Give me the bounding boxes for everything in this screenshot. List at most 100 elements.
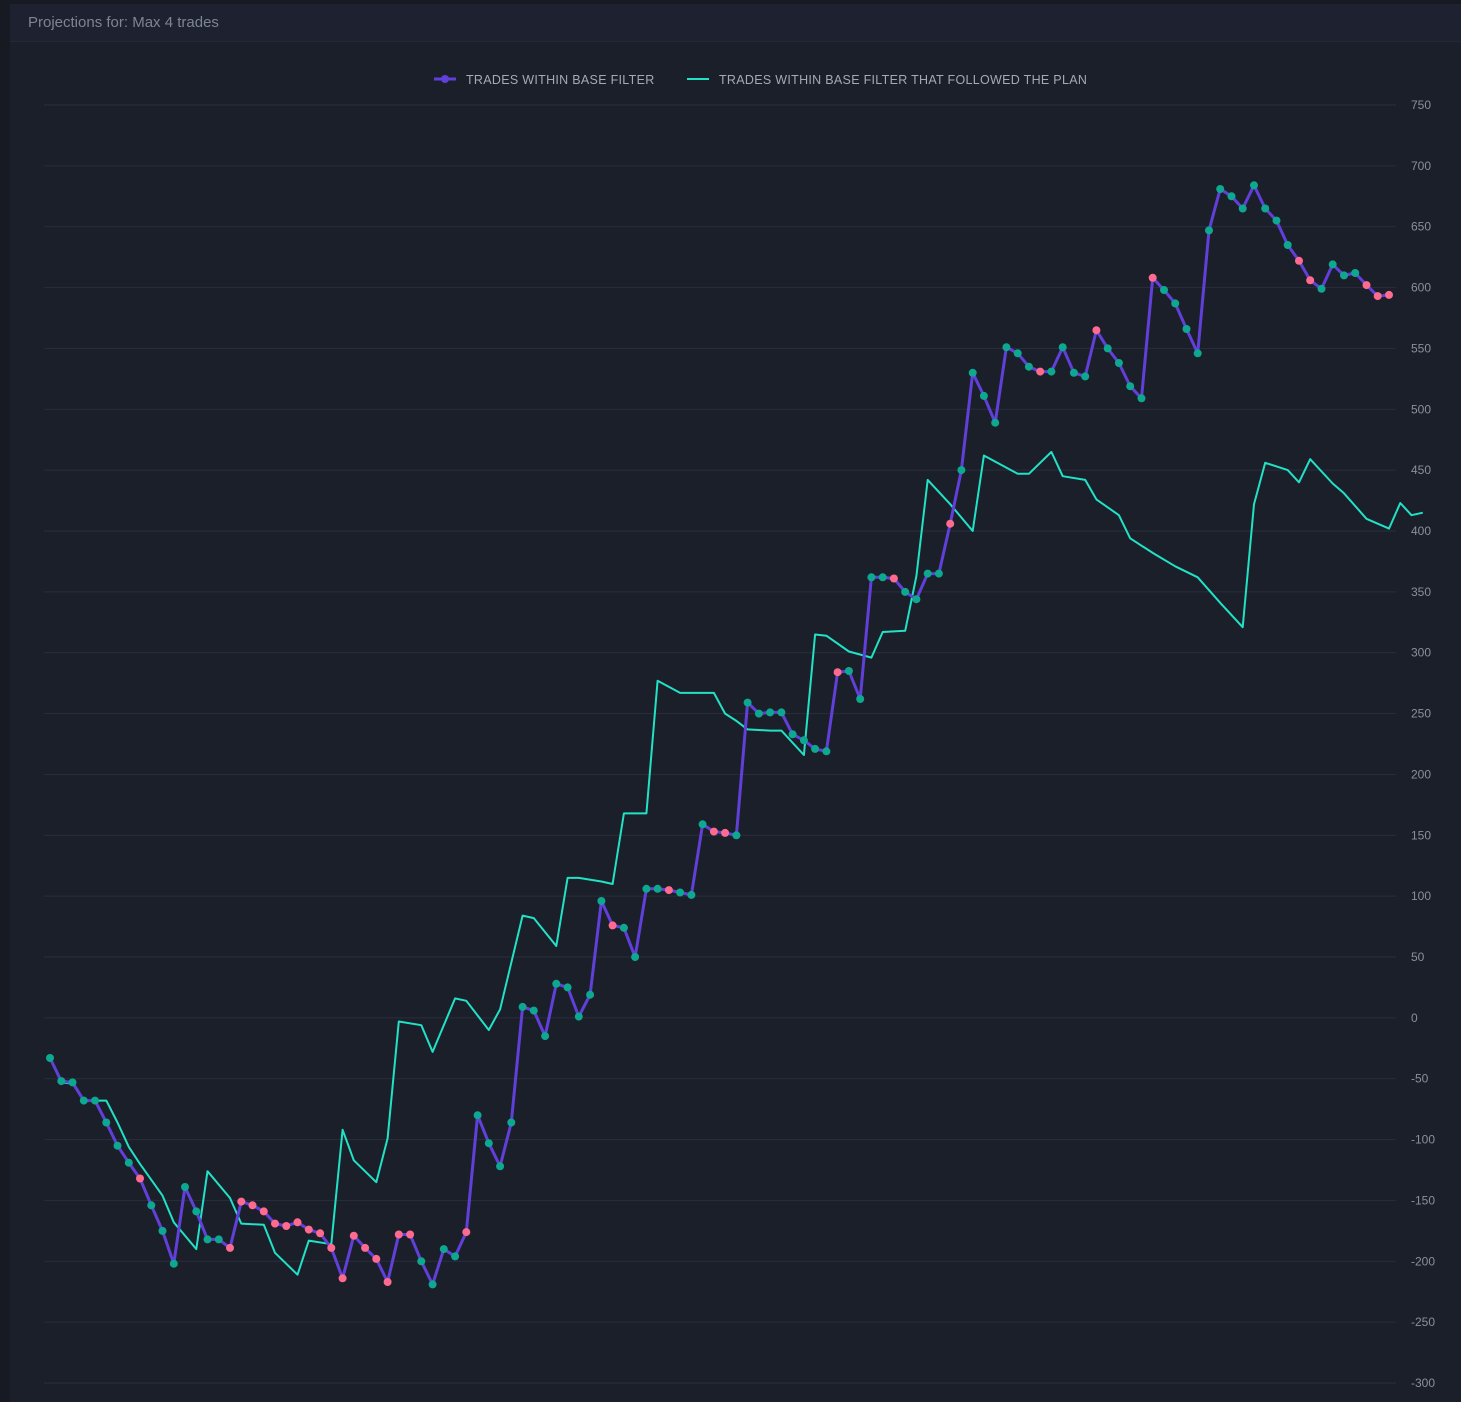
base-point-loss[interactable] xyxy=(664,886,673,895)
base-point-win[interactable] xyxy=(912,595,921,604)
base-point-loss[interactable] xyxy=(1092,326,1101,335)
base-point-win[interactable] xyxy=(496,1162,505,1171)
base-point-win[interactable] xyxy=(676,888,685,897)
base-point-loss[interactable] xyxy=(394,1230,403,1239)
base-point-loss[interactable] xyxy=(1362,281,1371,290)
base-point-win[interactable] xyxy=(1283,241,1292,249)
base-point-win[interactable] xyxy=(451,1252,460,1261)
base-point-win[interactable] xyxy=(439,1245,448,1254)
base-point-win[interactable] xyxy=(1351,269,1360,277)
base-point-win[interactable] xyxy=(203,1235,212,1244)
base-point-win[interactable] xyxy=(957,466,966,475)
base-point-loss[interactable] xyxy=(248,1201,257,1210)
base-point-loss[interactable] xyxy=(259,1207,268,1216)
base-point-win[interactable] xyxy=(102,1118,111,1127)
base-point-win[interactable] xyxy=(1126,382,1135,391)
base-point-loss[interactable] xyxy=(608,921,617,930)
base-point-win[interactable] xyxy=(1317,284,1326,293)
base-point-win[interactable] xyxy=(169,1259,178,1268)
base-point-win[interactable] xyxy=(1013,349,1022,358)
base-point-win[interactable] xyxy=(766,708,775,717)
base-point-win[interactable] xyxy=(563,983,572,992)
base-point-win[interactable] xyxy=(68,1078,77,1087)
chart-legend[interactable]: TRADES WITHIN BASE FILTER TRADES WITHIN … xyxy=(434,73,1087,87)
base-point-loss[interactable] xyxy=(327,1243,336,1252)
base-point-win[interactable] xyxy=(1205,226,1213,235)
base-point-win[interactable] xyxy=(1069,368,1078,377)
legend-item-plan[interactable]: TRADES WITHIN BASE FILTER THAT FOLLOWED … xyxy=(687,73,1087,87)
base-point-win[interactable] xyxy=(1227,192,1236,201)
base-point-win[interactable] xyxy=(811,744,820,753)
base-point-loss[interactable] xyxy=(406,1230,415,1239)
base-point-win[interactable] xyxy=(147,1201,156,1210)
base-point-win[interactable] xyxy=(732,831,741,840)
base-point-loss[interactable] xyxy=(1148,273,1157,282)
base-point-win[interactable] xyxy=(79,1096,88,1105)
base-point-win[interactable] xyxy=(1137,394,1146,403)
base-point-win[interactable] xyxy=(1216,185,1225,193)
base-point-win[interactable] xyxy=(991,418,1000,427)
base-point-win[interactable] xyxy=(856,695,865,703)
base-point-win[interactable] xyxy=(158,1226,167,1235)
base-point-win[interactable] xyxy=(484,1139,493,1148)
base-point-loss[interactable] xyxy=(383,1278,392,1286)
base-point-win[interactable] xyxy=(653,884,662,893)
base-point-win[interactable] xyxy=(473,1111,482,1120)
base-point-loss[interactable] xyxy=(226,1243,234,1252)
base-point-win[interactable] xyxy=(1261,204,1270,213)
base-point-win[interactable] xyxy=(1047,367,1056,376)
base-point-loss[interactable] xyxy=(889,574,898,583)
base-point-win[interactable] xyxy=(923,569,932,578)
base-point-win[interactable] xyxy=(1081,372,1090,381)
base-point-win[interactable] xyxy=(698,820,707,829)
base-point-win[interactable] xyxy=(788,730,797,739)
base-point-loss[interactable] xyxy=(338,1274,347,1283)
base-point-win[interactable] xyxy=(214,1235,223,1244)
base-point-win[interactable] xyxy=(1272,216,1281,225)
base-point-win[interactable] xyxy=(1160,286,1168,294)
base-point-win[interactable] xyxy=(586,990,595,999)
base-point-win[interactable] xyxy=(1340,271,1348,280)
base-point-loss[interactable] xyxy=(304,1225,313,1234)
base-point-win[interactable] xyxy=(1171,299,1180,308)
base-point-win[interactable] xyxy=(91,1096,99,1105)
base-point-loss[interactable] xyxy=(349,1231,358,1240)
base-point-win[interactable] xyxy=(597,897,606,905)
base-point-loss[interactable] xyxy=(316,1229,325,1238)
base-point-win[interactable] xyxy=(46,1054,54,1062)
base-point-win[interactable] xyxy=(777,708,786,717)
base-point-loss[interactable] xyxy=(833,668,842,677)
base-point-win[interactable] xyxy=(518,1002,527,1011)
base-point-win[interactable] xyxy=(754,709,763,718)
base-point-loss[interactable] xyxy=(136,1174,144,1183)
base-point-win[interactable] xyxy=(57,1077,66,1086)
base-point-win[interactable] xyxy=(113,1141,122,1150)
base-point-win[interactable] xyxy=(1024,362,1033,371)
base-point-win[interactable] xyxy=(867,573,876,582)
base-point-loss[interactable] xyxy=(709,827,718,836)
base-point-loss[interactable] xyxy=(372,1254,381,1263)
base-point-win[interactable] xyxy=(878,573,887,582)
base-point-win[interactable] xyxy=(192,1207,201,1216)
base-point-loss[interactable] xyxy=(293,1218,302,1227)
base-point-loss[interactable] xyxy=(721,828,730,837)
base-point-win[interactable] xyxy=(428,1280,437,1289)
base-point-win[interactable] xyxy=(1114,359,1123,367)
base-point-win[interactable] xyxy=(619,923,628,932)
base-point-win[interactable] xyxy=(574,1012,583,1021)
base-point-win[interactable] xyxy=(552,979,561,988)
base-point-loss[interactable] xyxy=(462,1228,471,1237)
base-point-win[interactable] xyxy=(124,1158,133,1167)
base-point-loss[interactable] xyxy=(282,1222,291,1230)
base-point-win[interactable] xyxy=(1103,344,1112,353)
base-point-win[interactable] xyxy=(822,747,831,756)
base-point-win[interactable] xyxy=(1238,204,1247,213)
base-point-win[interactable] xyxy=(1193,349,1202,358)
base-point-win[interactable] xyxy=(934,569,943,578)
base-point-win[interactable] xyxy=(1182,325,1191,333)
base-point-win[interactable] xyxy=(687,890,696,899)
base-point-loss[interactable] xyxy=(1295,256,1303,265)
base-point-win[interactable] xyxy=(1058,343,1067,352)
base-point-win[interactable] xyxy=(1002,343,1011,352)
base-point-win[interactable] xyxy=(631,953,640,961)
